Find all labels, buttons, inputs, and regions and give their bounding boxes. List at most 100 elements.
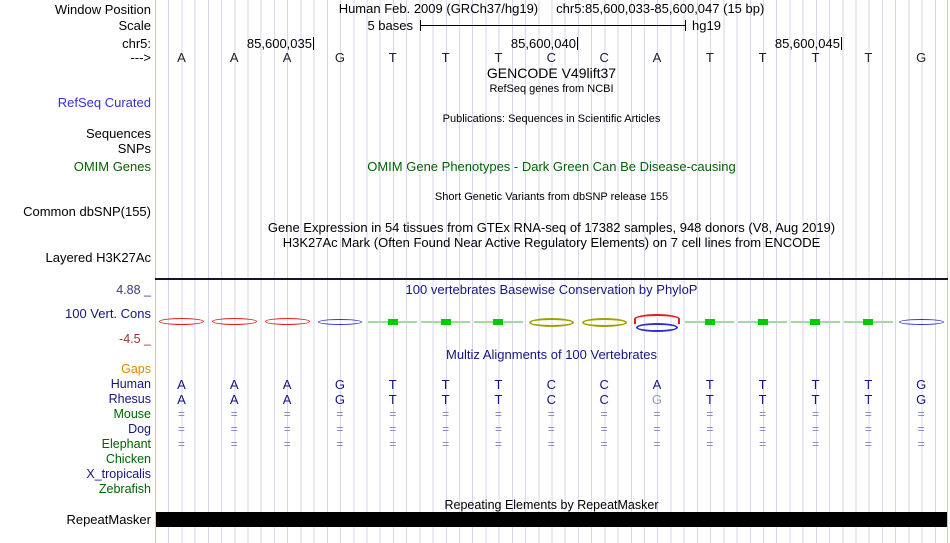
sequence-base: C [599, 50, 609, 65]
species-label-human[interactable]: Human [110, 377, 151, 391]
track-label-refseq-curated[interactable]: RefSeq Curated [57, 95, 151, 110]
alignment-cell: C [546, 377, 556, 392]
conservation-wiggle[interactable] [155, 312, 948, 332]
repeatmasker-bar[interactable] [156, 512, 947, 527]
coordinate-tick-2: 85,600,040 [510, 36, 578, 51]
wiggle-mark-green [842, 312, 895, 330]
track-label-omim-genes[interactable]: OMIM Genes [73, 159, 151, 174]
alignment-cell: = [759, 407, 767, 421]
track-label-snps[interactable]: SNPs [117, 141, 151, 156]
base-position-gridlines [155, 0, 948, 543]
alignment-cell: C [599, 377, 609, 392]
alignment-cell: = [864, 407, 872, 421]
alignment-cell: = [336, 407, 344, 421]
multiz-title[interactable]: Multiz Alignments of 100 Vertebrates [445, 347, 657, 362]
alignment-cell: = [547, 422, 555, 436]
alignment-cell: = [600, 422, 608, 436]
species-label-gaps[interactable]: Gaps [121, 362, 151, 376]
track-label-common-dbsnp[interactable]: Common dbSNP(155) [23, 204, 151, 219]
alignment-cell: = [494, 437, 502, 451]
species-label-x_tropicalis[interactable]: X_tropicalis [86, 467, 151, 481]
species-label-mouse[interactable]: Mouse [113, 407, 151, 421]
alignment-cell: G [651, 392, 663, 407]
wiggle-mark-green [472, 312, 525, 330]
publications-title[interactable]: Publications: Sequences in Scientific Ar… [442, 113, 661, 125]
alignment-cell: = [653, 422, 661, 436]
conservation-title[interactable]: 100 vertebrates Basewise Conservation by… [405, 282, 698, 297]
scale-bar [420, 20, 686, 31]
sequence-base: C [546, 50, 556, 65]
sequence-base: A [229, 50, 239, 65]
wiggle-mark-olive [525, 312, 578, 330]
alignment-cell: G [334, 392, 345, 407]
alignment-cell: = [706, 437, 714, 451]
alignment-cell: = [706, 407, 714, 421]
ncbi-refseq-title[interactable]: RefSeq genes from NCBI [489, 83, 614, 95]
wiggle-mark-red [261, 312, 314, 330]
species-label-dog[interactable]: Dog [128, 422, 151, 436]
species-label-zebrafish[interactable]: Zebrafish [98, 482, 151, 496]
species-label-elephant[interactable]: Elephant [101, 437, 151, 451]
sequence-base: T [758, 50, 767, 65]
alignment-cell: = [600, 437, 608, 451]
alignment-cell: T [388, 377, 397, 392]
alignment-cell: = [389, 407, 397, 421]
scale-label: Scale [118, 18, 151, 33]
gencode-title[interactable]: GENCODE V49lift37 [486, 65, 617, 81]
right-guide-line [947, 0, 948, 543]
alignment-cell: = [336, 437, 344, 451]
track-label-repeatmasker[interactable]: RepeatMasker [66, 512, 151, 527]
scale-assembly: hg19 [692, 18, 721, 33]
coordinate-tick-3: 85,600,045 [774, 36, 842, 51]
wiggle-mark-blue [895, 312, 948, 330]
alignment-cell: = [177, 422, 185, 436]
track-label-sequences[interactable]: Sequences [85, 126, 151, 141]
alignment-cell: = [494, 407, 502, 421]
alignment-cell: = [230, 437, 238, 451]
alignment-cell: T [864, 392, 873, 407]
species-label-rhesus[interactable]: Rhesus [108, 392, 151, 406]
coordinate-tick-1: 85,600,035 [246, 36, 314, 51]
sequence-base: T [705, 50, 714, 65]
alignment-cell: = [706, 422, 714, 436]
alignment-cell: = [653, 407, 661, 421]
wiggle-mark-blue [314, 312, 367, 330]
sequence-base: A [652, 50, 662, 65]
strand-arrow: ---> [130, 50, 151, 65]
sequence-base: G [916, 50, 927, 65]
alignment-cell: = [494, 422, 502, 436]
conservation-max-value: 4.88 _ [116, 283, 151, 297]
track-label-100-vert-cons[interactable]: 100 Vert. Cons [65, 306, 151, 321]
alignment-cell: = [177, 407, 185, 421]
left-guide-line [155, 0, 156, 543]
alignment-cell: = [917, 407, 925, 421]
alignment-cell: T [441, 392, 450, 407]
alignment-cell: T [864, 377, 873, 392]
alignment-cell: = [917, 437, 925, 451]
multiz-grid[interactable]: A A A G T T T C C A T T T T G A A A G T T T C C G T T T T G = = = = = = = = = =… [155, 362, 948, 502]
window-position-label: Window Position [54, 2, 151, 17]
alignment-cell: = [442, 407, 450, 421]
alignment-cell: A [177, 392, 186, 407]
alignment-cell: = [283, 407, 291, 421]
wiggle-mark-green [683, 312, 736, 330]
omim-phenotypes-title[interactable]: OMIM Gene Phenotypes - Dark Green Can Be… [367, 159, 736, 174]
gtex-title[interactable]: Gene Expression in 54 tissues from GTEx … [267, 220, 836, 235]
alignment-cell: T [705, 377, 714, 392]
track-separator-line [155, 278, 948, 280]
alignment-cell: = [811, 437, 819, 451]
alignment-cell: = [230, 407, 238, 421]
species-label-chicken[interactable]: Chicken [105, 452, 151, 466]
dbsnp-release-title[interactable]: Short Genetic Variants from dbSNP releas… [434, 191, 669, 203]
alignment-cell: = [864, 422, 872, 436]
sequence-base: A [177, 50, 186, 65]
alignment-cell: T [758, 392, 767, 407]
track-label-layered-h3k27ac[interactable]: Layered H3K27Ac [45, 250, 151, 265]
repeatmasker-title[interactable]: Repeating Elements by RepeatMasker [444, 498, 659, 512]
alignment-cell: = [389, 437, 397, 451]
h3k27ac-title[interactable]: H3K27Ac Mark (Often Found Near Active Re… [282, 235, 821, 250]
sequence-base: T [441, 50, 450, 65]
alignment-cell: G [916, 392, 927, 407]
